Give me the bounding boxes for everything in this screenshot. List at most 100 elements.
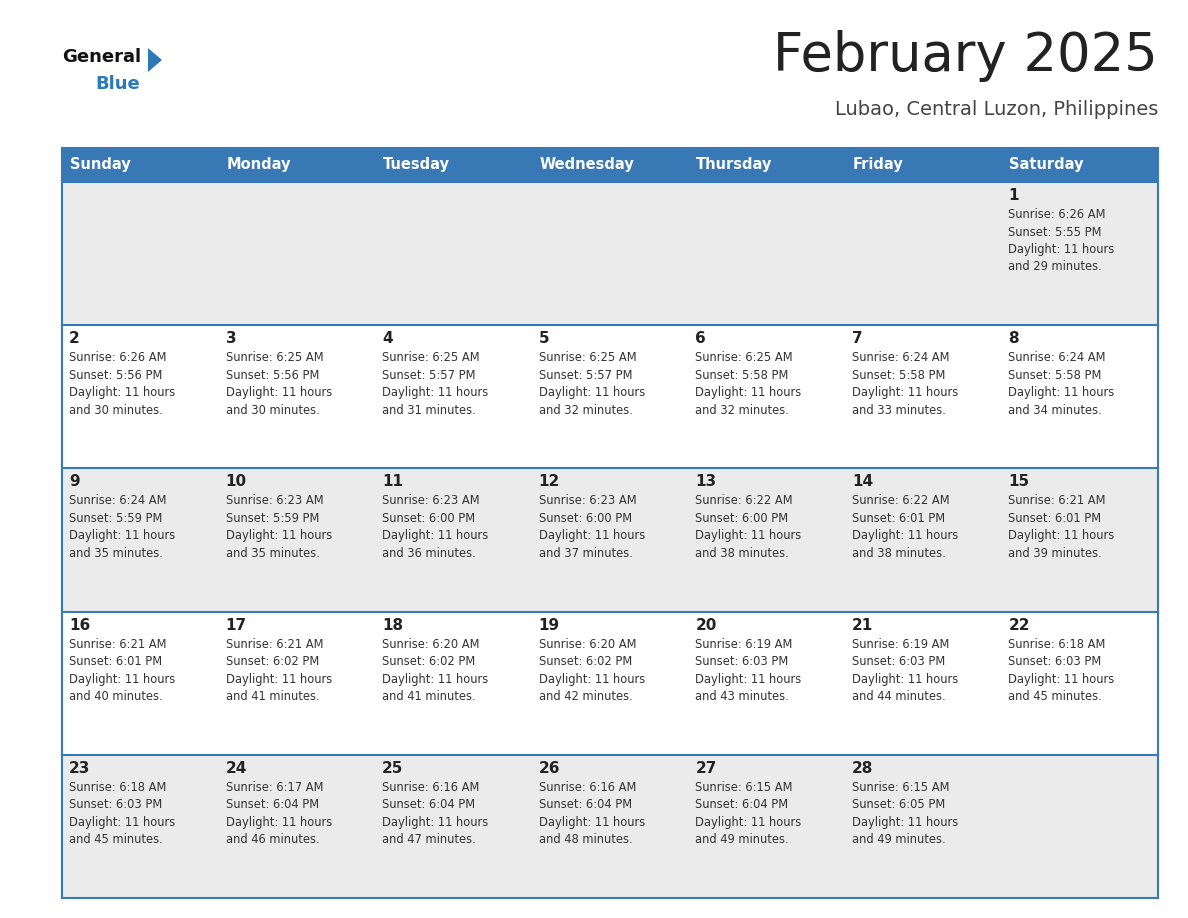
Text: Daylight: 11 hours: Daylight: 11 hours xyxy=(852,673,958,686)
Bar xyxy=(219,468,375,611)
Text: Sunset: 6:02 PM: Sunset: 6:02 PM xyxy=(383,655,475,668)
Text: Sunset: 5:56 PM: Sunset: 5:56 PM xyxy=(226,369,318,382)
Text: and 48 minutes.: and 48 minutes. xyxy=(538,834,632,846)
Text: Daylight: 11 hours: Daylight: 11 hours xyxy=(69,530,176,543)
Text: 19: 19 xyxy=(538,618,560,633)
Text: Sunrise: 6:16 AM: Sunrise: 6:16 AM xyxy=(383,781,480,794)
Text: 21: 21 xyxy=(852,618,873,633)
Bar xyxy=(688,468,845,611)
Text: 26: 26 xyxy=(538,761,561,776)
Bar xyxy=(688,325,845,468)
Text: 23: 23 xyxy=(69,761,90,776)
Text: Daylight: 11 hours: Daylight: 11 hours xyxy=(69,386,176,399)
Text: Sunrise: 6:23 AM: Sunrise: 6:23 AM xyxy=(226,495,323,508)
Text: 15: 15 xyxy=(1009,475,1030,489)
Bar xyxy=(62,182,219,325)
Bar xyxy=(219,325,375,468)
Text: Sunrise: 6:24 AM: Sunrise: 6:24 AM xyxy=(852,352,949,364)
Text: Sunrise: 6:18 AM: Sunrise: 6:18 AM xyxy=(1009,638,1106,651)
Text: and 36 minutes.: and 36 minutes. xyxy=(383,547,476,560)
Text: 9: 9 xyxy=(69,475,80,489)
Text: Sunrise: 6:22 AM: Sunrise: 6:22 AM xyxy=(695,495,792,508)
Text: and 45 minutes.: and 45 minutes. xyxy=(69,834,163,846)
Text: 2: 2 xyxy=(69,331,80,346)
Text: 28: 28 xyxy=(852,761,873,776)
Text: Sunset: 6:03 PM: Sunset: 6:03 PM xyxy=(69,799,163,812)
Text: Daylight: 11 hours: Daylight: 11 hours xyxy=(1009,243,1114,256)
Bar xyxy=(1001,148,1158,182)
Text: Friday: Friday xyxy=(853,158,904,173)
Text: Blue: Blue xyxy=(95,75,140,93)
Text: and 42 minutes.: and 42 minutes. xyxy=(538,690,632,703)
Text: Sunrise: 6:19 AM: Sunrise: 6:19 AM xyxy=(695,638,792,651)
Text: Sunset: 6:01 PM: Sunset: 6:01 PM xyxy=(69,655,162,668)
Bar xyxy=(62,148,219,182)
Bar xyxy=(688,182,845,325)
Text: Sunrise: 6:26 AM: Sunrise: 6:26 AM xyxy=(1009,208,1106,221)
Text: Sunrise: 6:15 AM: Sunrise: 6:15 AM xyxy=(695,781,792,794)
Text: Daylight: 11 hours: Daylight: 11 hours xyxy=(695,673,802,686)
Text: Sunset: 6:01 PM: Sunset: 6:01 PM xyxy=(1009,512,1101,525)
Text: Sunset: 6:04 PM: Sunset: 6:04 PM xyxy=(538,799,632,812)
Bar xyxy=(532,325,688,468)
Text: Daylight: 11 hours: Daylight: 11 hours xyxy=(695,530,802,543)
Text: 22: 22 xyxy=(1009,618,1030,633)
Bar xyxy=(532,755,688,898)
Text: 14: 14 xyxy=(852,475,873,489)
Bar xyxy=(62,325,219,468)
Text: and 30 minutes.: and 30 minutes. xyxy=(226,404,320,417)
Text: February 2025: February 2025 xyxy=(773,30,1158,82)
Text: Sunset: 5:59 PM: Sunset: 5:59 PM xyxy=(226,512,318,525)
Text: Sunset: 5:59 PM: Sunset: 5:59 PM xyxy=(69,512,163,525)
Bar xyxy=(845,468,1001,611)
Text: Thursday: Thursday xyxy=(696,158,772,173)
Text: Lubao, Central Luzon, Philippines: Lubao, Central Luzon, Philippines xyxy=(835,100,1158,119)
Text: Sunrise: 6:20 AM: Sunrise: 6:20 AM xyxy=(538,638,637,651)
Bar xyxy=(219,755,375,898)
Text: Daylight: 11 hours: Daylight: 11 hours xyxy=(538,816,645,829)
Text: Sunset: 6:04 PM: Sunset: 6:04 PM xyxy=(695,799,789,812)
Text: and 41 minutes.: and 41 minutes. xyxy=(226,690,320,703)
Text: Daylight: 11 hours: Daylight: 11 hours xyxy=(383,530,488,543)
Text: Daylight: 11 hours: Daylight: 11 hours xyxy=(226,530,331,543)
Bar xyxy=(845,148,1001,182)
Text: Sunset: 6:00 PM: Sunset: 6:00 PM xyxy=(695,512,789,525)
Text: Saturday: Saturday xyxy=(1010,158,1083,173)
Polygon shape xyxy=(148,48,162,72)
Text: Sunset: 5:58 PM: Sunset: 5:58 PM xyxy=(695,369,789,382)
Text: and 44 minutes.: and 44 minutes. xyxy=(852,690,946,703)
Bar xyxy=(845,611,1001,755)
Bar xyxy=(375,325,532,468)
Text: Daylight: 11 hours: Daylight: 11 hours xyxy=(852,386,958,399)
Text: Sunrise: 6:19 AM: Sunrise: 6:19 AM xyxy=(852,638,949,651)
Bar xyxy=(375,148,532,182)
Text: Sunrise: 6:21 AM: Sunrise: 6:21 AM xyxy=(1009,495,1106,508)
Text: Sunrise: 6:22 AM: Sunrise: 6:22 AM xyxy=(852,495,949,508)
Bar xyxy=(688,148,845,182)
Text: and 34 minutes.: and 34 minutes. xyxy=(1009,404,1102,417)
Text: and 40 minutes.: and 40 minutes. xyxy=(69,690,163,703)
Bar xyxy=(845,182,1001,325)
Text: Sunset: 5:57 PM: Sunset: 5:57 PM xyxy=(538,369,632,382)
Text: 6: 6 xyxy=(695,331,706,346)
Text: Sunrise: 6:23 AM: Sunrise: 6:23 AM xyxy=(383,495,480,508)
Text: Sunset: 5:58 PM: Sunset: 5:58 PM xyxy=(1009,369,1101,382)
Text: Sunrise: 6:24 AM: Sunrise: 6:24 AM xyxy=(69,495,166,508)
Text: Sunrise: 6:15 AM: Sunrise: 6:15 AM xyxy=(852,781,949,794)
Text: 10: 10 xyxy=(226,475,247,489)
Text: Sunday: Sunday xyxy=(70,158,131,173)
Text: 17: 17 xyxy=(226,618,247,633)
Text: 4: 4 xyxy=(383,331,393,346)
Text: Sunset: 6:02 PM: Sunset: 6:02 PM xyxy=(226,655,318,668)
Text: Daylight: 11 hours: Daylight: 11 hours xyxy=(383,386,488,399)
Text: Sunset: 6:03 PM: Sunset: 6:03 PM xyxy=(695,655,789,668)
Text: and 30 minutes.: and 30 minutes. xyxy=(69,404,163,417)
Text: and 32 minutes.: and 32 minutes. xyxy=(695,404,789,417)
Text: Sunset: 6:01 PM: Sunset: 6:01 PM xyxy=(852,512,944,525)
Text: Daylight: 11 hours: Daylight: 11 hours xyxy=(226,816,331,829)
Bar xyxy=(375,468,532,611)
Text: Daylight: 11 hours: Daylight: 11 hours xyxy=(226,386,331,399)
Text: Sunset: 6:00 PM: Sunset: 6:00 PM xyxy=(538,512,632,525)
Text: 7: 7 xyxy=(852,331,862,346)
Text: General: General xyxy=(62,48,141,66)
